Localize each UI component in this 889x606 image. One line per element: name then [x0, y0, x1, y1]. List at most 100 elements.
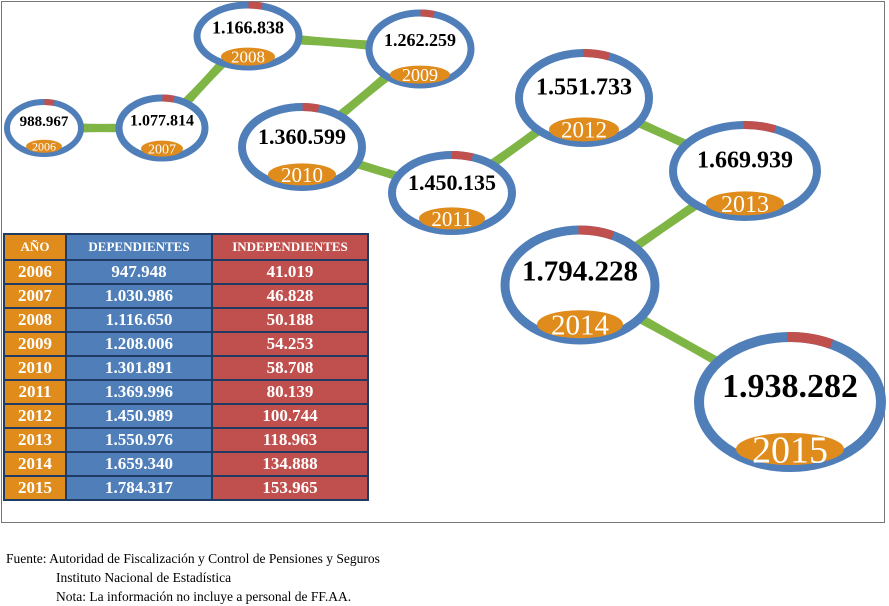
dependientes-ring [4, 99, 84, 157]
cell-independientes: 153.965 [211, 475, 369, 501]
total-value-label: 1.794.228 [522, 256, 638, 288]
cell-year: 2014 [3, 451, 67, 477]
cell-independientes: 80.139 [211, 379, 369, 405]
total-value-label: 1.551.733 [536, 74, 632, 100]
total-value-label: 1.166.838 [212, 18, 284, 38]
institute-line: Instituto Nacional de Estadística [56, 570, 232, 585]
note-line: Nota: La información no incluye a person… [56, 589, 352, 604]
bubble-2013: 1.669.939 2013 [669, 121, 821, 221]
year-badge [268, 163, 336, 186]
year-badge [221, 47, 275, 66]
year-badge [549, 117, 619, 142]
bubble-2015: 1.938.282 2015 [694, 332, 886, 472]
year-badge [706, 191, 784, 216]
year-label: 2006 [32, 140, 56, 154]
table-row: 2010 1.301.891 58.708 [3, 355, 369, 381]
bubble-2009: 1.262.259 2009 [365, 9, 475, 89]
cell-dependientes: 1.030.986 [65, 283, 213, 309]
table-row: 2014 1.659.340 134.888 [3, 451, 369, 477]
year-badge [390, 65, 450, 84]
table-row: 2006 947.948 41.019 [3, 259, 369, 285]
bubble-2007: 1.077.814 2007 [115, 94, 209, 162]
cell-independientes: 41.019 [211, 259, 369, 285]
cell-independientes: 50.188 [211, 307, 369, 333]
table-row: 2008 1.116.650 50.188 [3, 307, 369, 333]
cell-dependientes: 947.948 [65, 259, 213, 285]
independientes-arc [302, 103, 320, 113]
cell-dependientes: 1.369.996 [65, 379, 213, 405]
year-label: 2009 [402, 65, 438, 85]
header-independientes: INDEPENDIENTES [211, 233, 369, 261]
year-label: 2008 [231, 48, 265, 67]
total-value-label: 1.360.599 [258, 124, 346, 149]
year-badge [26, 139, 62, 153]
bubble-2010: 1.360.599 2010 [238, 103, 366, 191]
independientes-arc [420, 9, 435, 18]
year-badge [537, 310, 623, 339]
table-row: 2012 1.450.989 100.744 [3, 403, 369, 429]
independientes-arc [248, 1, 263, 10]
cell-independientes: 46.828 [211, 283, 369, 309]
cell-year: 2009 [3, 331, 67, 357]
data-table: AÑO DEPENDIENTES INDEPENDIENTES 2006 947.… [3, 233, 369, 501]
table-row: 2007 1.030.986 46.828 [3, 283, 369, 309]
dependientes-ring [193, 1, 303, 71]
total-value-label: 1.077.814 [130, 113, 194, 130]
total-value-label: 1.669.939 [697, 147, 793, 173]
cell-dependientes: 1.784.317 [65, 475, 213, 501]
dependientes-ring [238, 103, 366, 191]
total-value-label: 1.450.135 [408, 170, 496, 195]
source-line: Fuente: Autoridad de Fiscalización y Con… [6, 551, 380, 566]
cell-independientes: 54.253 [211, 331, 369, 357]
year-badge [141, 140, 183, 157]
cell-year: 2012 [3, 403, 67, 429]
cell-year: 2013 [3, 427, 67, 453]
total-value-label: 1.938.282 [722, 368, 858, 405]
independientes-arc [578, 225, 615, 240]
independientes-arc [451, 150, 474, 162]
independientes-arc [743, 121, 777, 134]
cell-dependientes: 1.301.891 [65, 355, 213, 381]
year-label: 2013 [721, 192, 769, 218]
independientes-arc [44, 99, 55, 106]
header-dependientes: DEPENDIENTES [65, 233, 213, 261]
dependientes-ring [115, 94, 209, 162]
header-year: AÑO [3, 233, 67, 261]
year-label: 2012 [561, 118, 607, 143]
year-label: 2010 [281, 163, 323, 187]
cell-year: 2008 [3, 307, 67, 333]
year-label: 2011 [431, 207, 472, 231]
year-label: 2007 [148, 143, 176, 158]
bubble-2006: 988.967 2006 [4, 99, 84, 157]
cell-year: 2006 [3, 259, 67, 285]
year-badge [736, 433, 844, 465]
bubble-2012: 1.551.733 2012 [515, 49, 653, 147]
bubble-chart: 988.96720061.077.81420071.166.83820081.2… [4, 1, 886, 472]
year-label: 2015 [752, 430, 828, 472]
cell-year: 2011 [3, 379, 67, 405]
cell-independientes: 100.744 [211, 403, 369, 429]
total-value-label: 988.967 [20, 114, 69, 130]
bubble-2008: 1.166.838 2008 [193, 1, 303, 71]
cell-independientes: 134.888 [211, 451, 369, 477]
source-note: Fuente: Autoridad de Fiscalización y Con… [6, 549, 380, 606]
table-row: 2009 1.208.006 54.253 [3, 331, 369, 357]
cell-dependientes: 1.116.650 [65, 307, 213, 333]
table-row: 2015 1.784.317 153.965 [3, 475, 369, 501]
total-value-label: 1.262.259 [384, 30, 456, 50]
cell-dependientes: 1.208.006 [65, 331, 213, 357]
table-row: 2013 1.550.976 118.963 [3, 427, 369, 453]
cell-independientes: 58.708 [211, 355, 369, 381]
cell-year: 2007 [3, 283, 67, 309]
cell-dependientes: 1.450.989 [65, 403, 213, 429]
independientes-arc [583, 49, 611, 61]
table-row: 2011 1.369.996 80.139 [3, 379, 369, 405]
cell-dependientes: 1.550.976 [65, 427, 213, 453]
year-badge [419, 207, 485, 230]
independientes-arc [162, 94, 175, 103]
dependientes-ring [365, 9, 475, 89]
cell-independientes: 118.963 [211, 427, 369, 453]
bubble-2014: 1.794.228 2014 [500, 225, 660, 345]
cell-year: 2010 [3, 355, 67, 381]
cell-year: 2015 [3, 475, 67, 501]
